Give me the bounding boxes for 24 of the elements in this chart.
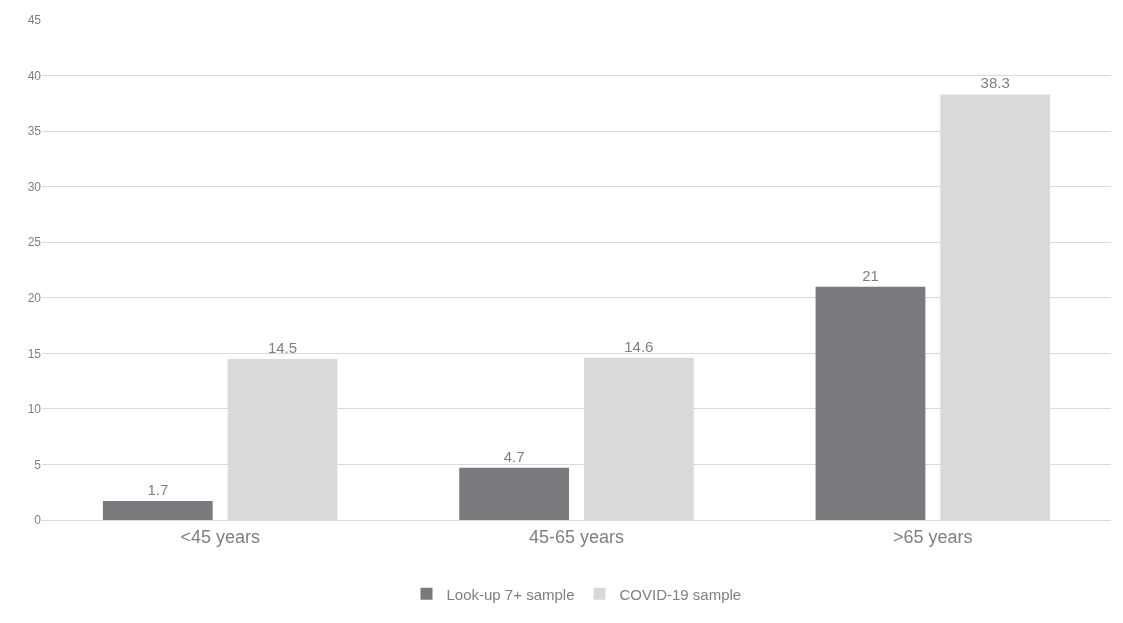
bar	[815, 286, 926, 520]
legend-label: COVID-19 sample	[619, 585, 742, 603]
data-label: 14.5	[267, 338, 298, 356]
data-label: 1.7	[147, 481, 169, 499]
y-tick-label: 35	[27, 124, 42, 139]
data-label: 21	[862, 266, 879, 284]
x-tick-label: >65 years	[893, 526, 973, 547]
legend-label: Look-up 7+ sample	[446, 585, 575, 603]
y-tick-label: 30	[27, 179, 42, 194]
y-tick-label: 25	[27, 235, 42, 250]
y-tick-label: 15	[27, 346, 42, 361]
y-tick-label: 20	[27, 290, 42, 305]
data-label: 4.7	[503, 447, 525, 465]
data-label: 14.6	[624, 337, 654, 355]
y-tick-label: 5	[34, 457, 42, 472]
y-tick-label: 0	[34, 513, 42, 528]
y-tick-label: 10	[27, 402, 42, 417]
data-label: 38.3	[980, 74, 1010, 92]
y-tick-label: 45	[27, 13, 42, 28]
bar	[459, 467, 570, 520]
y-tick-label: 40	[27, 68, 42, 83]
x-tick-label: 45-65 years	[528, 526, 625, 547]
bar	[102, 501, 213, 520]
x-tick-label: <45 years	[180, 526, 260, 547]
